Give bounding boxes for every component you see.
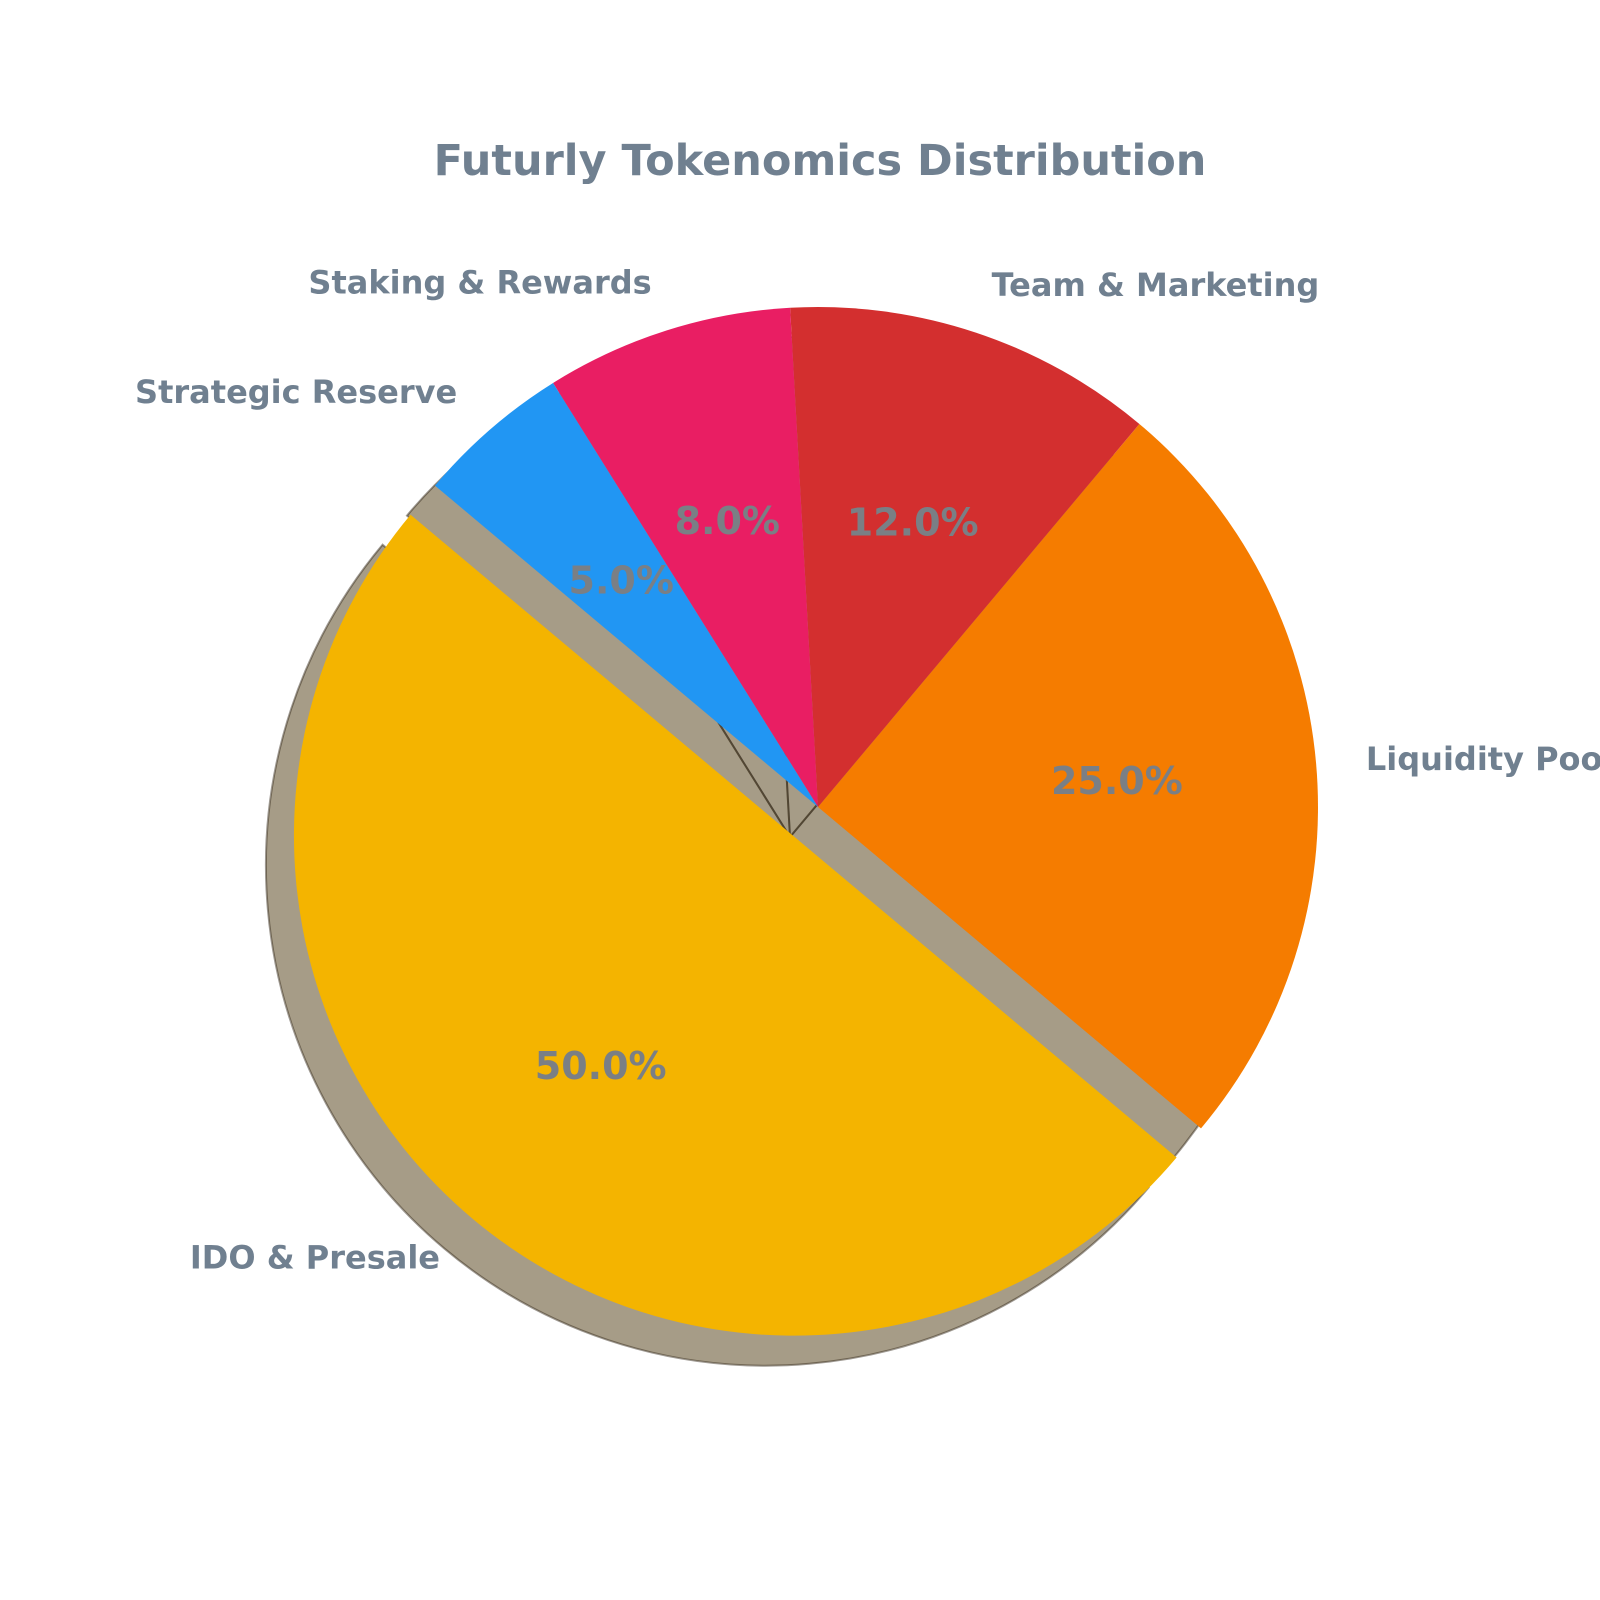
slice-layer — [293, 307, 1318, 1336]
chart-title: Futurly Tokenomics Distribution — [434, 136, 1207, 186]
pie-slice-team-and-marketing — [790, 307, 1140, 807]
pie-slice-staking-and-rewards — [553, 307, 818, 807]
pct-label-liquidity-pool: 25.0% — [1051, 759, 1183, 803]
slice-label-staking-and-rewards: Staking & Rewards — [308, 264, 651, 302]
pie-slice-strategic-reserve — [434, 382, 818, 807]
label-layer: IDO & Presale 50.0% Liquidity Pool 25.0% Tea… — [135, 264, 1600, 1277]
pie-slice-ido-and-presale — [293, 514, 1177, 1336]
slice-label-ido-and-presale: IDO & Presale — [190, 1238, 440, 1276]
pct-label-strategic-reserve: 5.0% — [569, 559, 674, 603]
pie-slice-liquidity-pool — [818, 423, 1318, 1129]
pct-label-ido-and-presale: 50.0% — [535, 1044, 667, 1088]
pct-label-staking-and-rewards: 8.0% — [675, 499, 780, 543]
slice-label-liquidity-pool: Liquidity Pool — [1366, 740, 1600, 778]
slice-label-strategic-reserve: Strategic Reserve — [135, 373, 457, 411]
pct-label-team-and-marketing: 12.0% — [847, 500, 979, 544]
slice-label-team-and-marketing: Team & Marketing — [992, 266, 1320, 304]
